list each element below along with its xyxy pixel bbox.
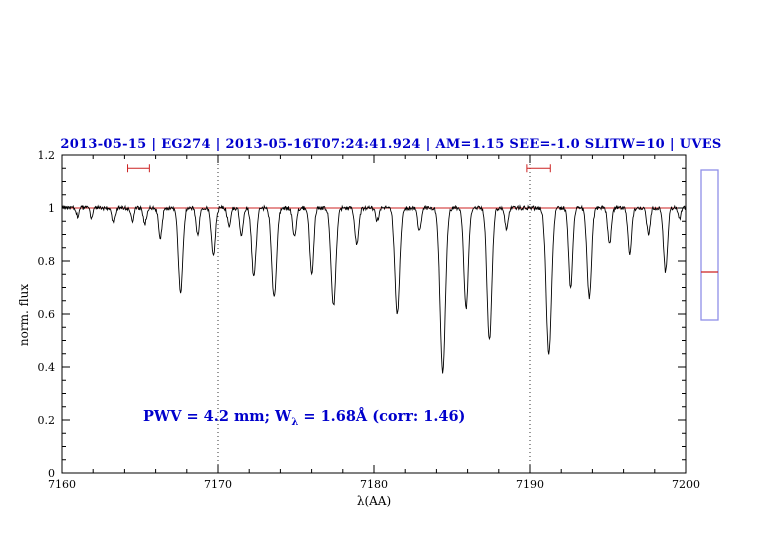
- x-tick-label: 7190: [516, 478, 544, 491]
- telluric-band-markers: [127, 164, 551, 173]
- pwv-annotation: PWV = 4.2 mm; Wλ = 1.68Å (corr: 1.46): [143, 408, 465, 428]
- pwv-annotation-prefix: PWV = 4.2 mm; W: [143, 408, 292, 425]
- x-tick-label: 7160: [48, 478, 76, 491]
- spectrum-line: [61, 204, 687, 374]
- flux-gauge: [700, 169, 719, 321]
- x-axis-label: λ(AA): [356, 494, 392, 508]
- y-tick-label: 0.2: [38, 414, 56, 427]
- y-tick-label: 1: [48, 202, 55, 215]
- y-tick-label: 0.8: [38, 255, 56, 268]
- y-axis-label: norm. flux: [17, 283, 31, 347]
- y-tick-label: 0: [48, 467, 55, 480]
- x-tick-label: 7200: [672, 478, 700, 491]
- x-tick-label: 7180: [360, 478, 388, 491]
- axes-frame: 7160 7170 7180 7190 7200 0 0.2 0.4 0.6 0.8 1 1.2: [38, 149, 701, 491]
- x-tick-label: 7170: [204, 478, 232, 491]
- reference-dotted-lines: [217, 155, 531, 473]
- y-tick-label: 0.4: [38, 361, 56, 374]
- pwv-annotation-suffix: = 1.68Å (corr: 1.46): [298, 408, 466, 425]
- y-tick-label: 0.6: [38, 308, 56, 321]
- y-tick-label: 1.2: [38, 149, 56, 162]
- plot-title: 2013-05-15 | EG274 | 2013-05-16T07:24:41…: [60, 137, 722, 152]
- pwv-annotation-sub: λ: [291, 416, 299, 428]
